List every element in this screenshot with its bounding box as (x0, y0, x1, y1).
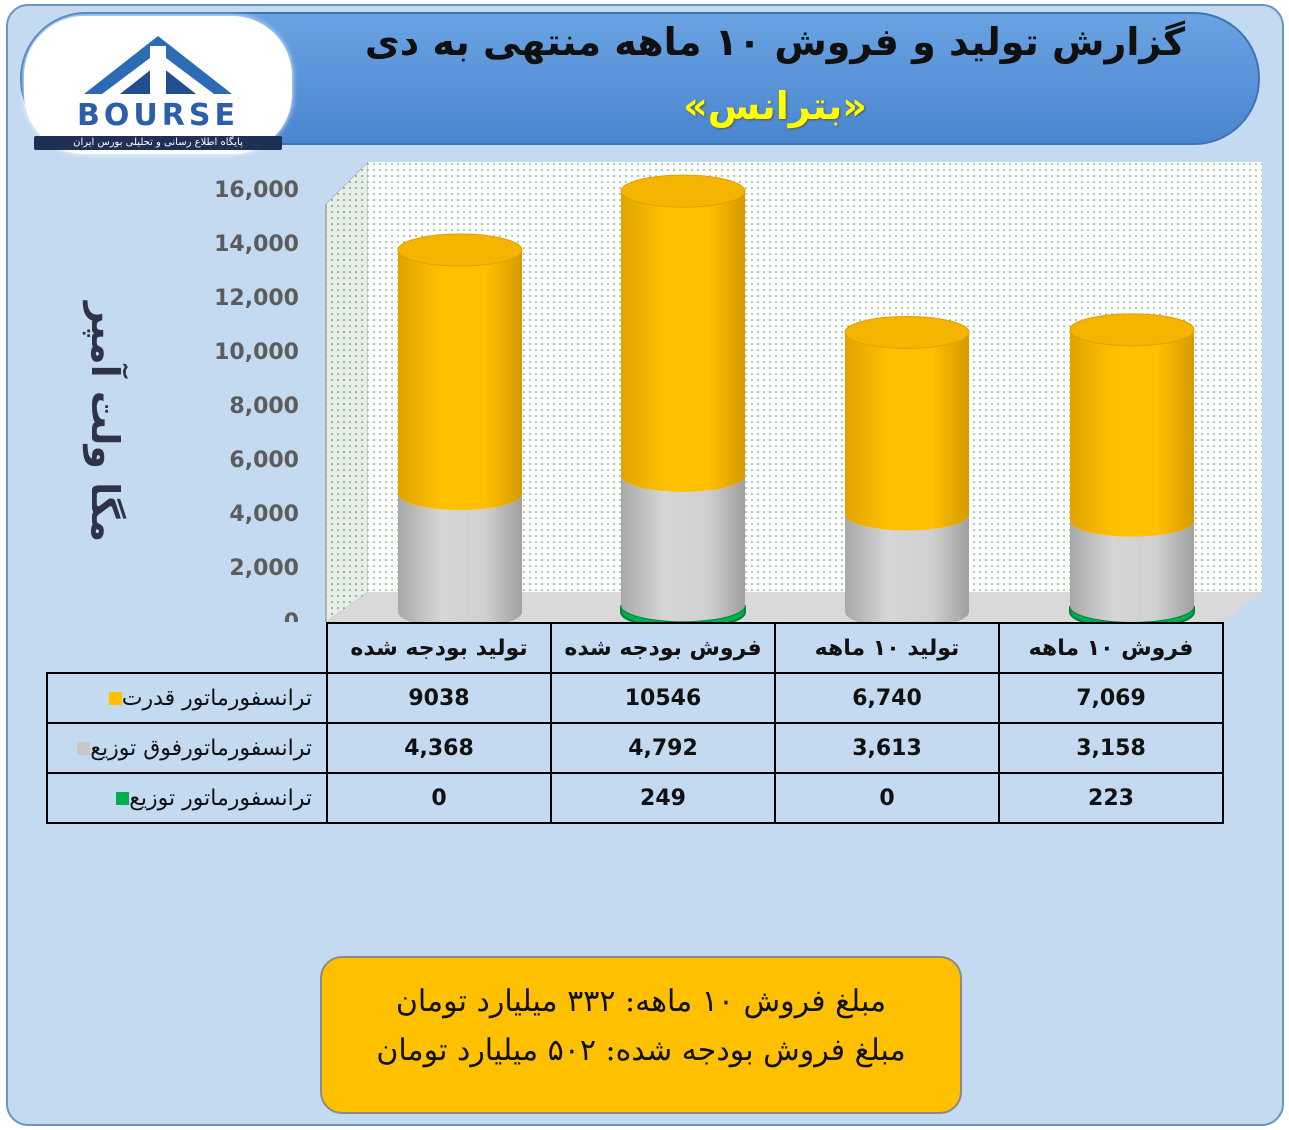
summary-line-10-month: مبلغ فروش ۱۰ ماهه: ۳۳۲ میلیارد تومان (395, 984, 887, 1019)
page-title: گزارش تولید و فروش ۱۰ ماهه منتهی به دی (364, 20, 1186, 64)
bar-segment (1070, 329, 1194, 537)
y-tick-label: 6,000 (229, 448, 299, 473)
legend-key-icon (116, 792, 130, 805)
bar-segment (621, 191, 745, 492)
y-tick-label: 16,000 (214, 178, 299, 203)
series-name: ترانسفورماتورفوق توزیع (90, 735, 312, 761)
plot-back-wall (368, 162, 1262, 592)
table-col-header: تولید ۱۰ ماهه (774, 622, 1000, 674)
table-cell: 7,069 (998, 672, 1224, 724)
logo-subtitle: پایگاه اطلاع رسانی و تحلیلی بورس ایران (34, 136, 282, 150)
data-table: تولید بودجه شده فروش بودجه شده تولید ۱۰ … (46, 622, 1224, 824)
table-col-header: تولید بودجه شده (326, 622, 552, 674)
series-name: ترانسفورماتور توزیع (129, 785, 312, 811)
bar-segment (621, 475, 745, 622)
table-cell: 3,613 (774, 722, 1000, 774)
plot-floor (326, 592, 1262, 622)
bourse-logo: BOURSE پایگاه اطلاع رسانی و تحلیلی بورس … (24, 16, 292, 154)
bar-top-cap (1069, 313, 1195, 347)
table-col-header: فروش بودجه شده (550, 622, 776, 674)
bar-segment (397, 250, 522, 511)
y-tick-label: 8,000 (229, 394, 299, 419)
table-col-header: فروش ۱۰ ماهه (998, 622, 1224, 674)
y-tick-label: 14,000 (214, 232, 299, 257)
table-cell: 0 (774, 772, 1000, 824)
y-tick-label: 4,000 (229, 502, 299, 527)
y-tick-label: 10,000 (214, 340, 299, 365)
bar-segment (1070, 520, 1194, 622)
y-tick-label: 2,000 (229, 556, 299, 581)
table-cell: 223 (998, 772, 1224, 824)
legend-key-icon (108, 692, 122, 705)
bar-segment (845, 332, 969, 531)
bar-segment (845, 514, 969, 628)
table-cell: 9038 (326, 672, 552, 724)
y-tick-label: 12,000 (214, 286, 299, 311)
table-cell: 3,158 (998, 722, 1224, 774)
table-row: ترانسفورماتور توزیع 0 249 0 223 (46, 772, 1224, 824)
table-cell: 0 (326, 772, 552, 824)
bar-top-cap (397, 233, 523, 267)
table-cell: 6,740 (774, 672, 1000, 724)
table-header-row: تولید بودجه شده فروش بودجه شده تولید ۱۰ … (47, 622, 1224, 674)
legend-entry: ترانسفورماتور قدرت (46, 672, 328, 724)
summary-line-budget: مبلغ فروش بودجه شده: ۵۰۲ میلیارد تومان (376, 1033, 906, 1068)
legend-entry: ترانسفورماتور توزیع (46, 772, 328, 824)
bar-top-cap (844, 315, 970, 349)
stacked-bar-chart (325, 161, 1262, 629)
table-cell: 4,792 (550, 722, 776, 774)
bar-segment (398, 494, 522, 628)
bar-top-cap (620, 174, 746, 208)
company-name: «بترانس» (683, 84, 867, 128)
logo-mark-icon (84, 36, 232, 94)
sales-summary-box: مبلغ فروش ۱۰ ماهه: ۳۳۲ میلیارد تومان مبل… (320, 956, 962, 1114)
table-cell: 249 (550, 772, 776, 824)
logo-text: BOURSE (77, 98, 239, 133)
legend-entry: ترانسفورماتورفوق توزیع (46, 722, 328, 774)
series-name: ترانسفورماتور قدرت (121, 685, 312, 711)
table-cell: 10546 (550, 672, 776, 724)
legend-key-icon (77, 742, 91, 755)
table-corner (47, 623, 327, 673)
plot-side-wall (325, 161, 369, 623)
table-row: ترانسفورماتورفوق توزیع 4,368 4,792 3,613… (46, 722, 1224, 774)
table-cell: 4,368 (326, 722, 552, 774)
table-row: ترانسفورماتور قدرت 9038 10546 6,740 7,06… (46, 672, 1224, 724)
